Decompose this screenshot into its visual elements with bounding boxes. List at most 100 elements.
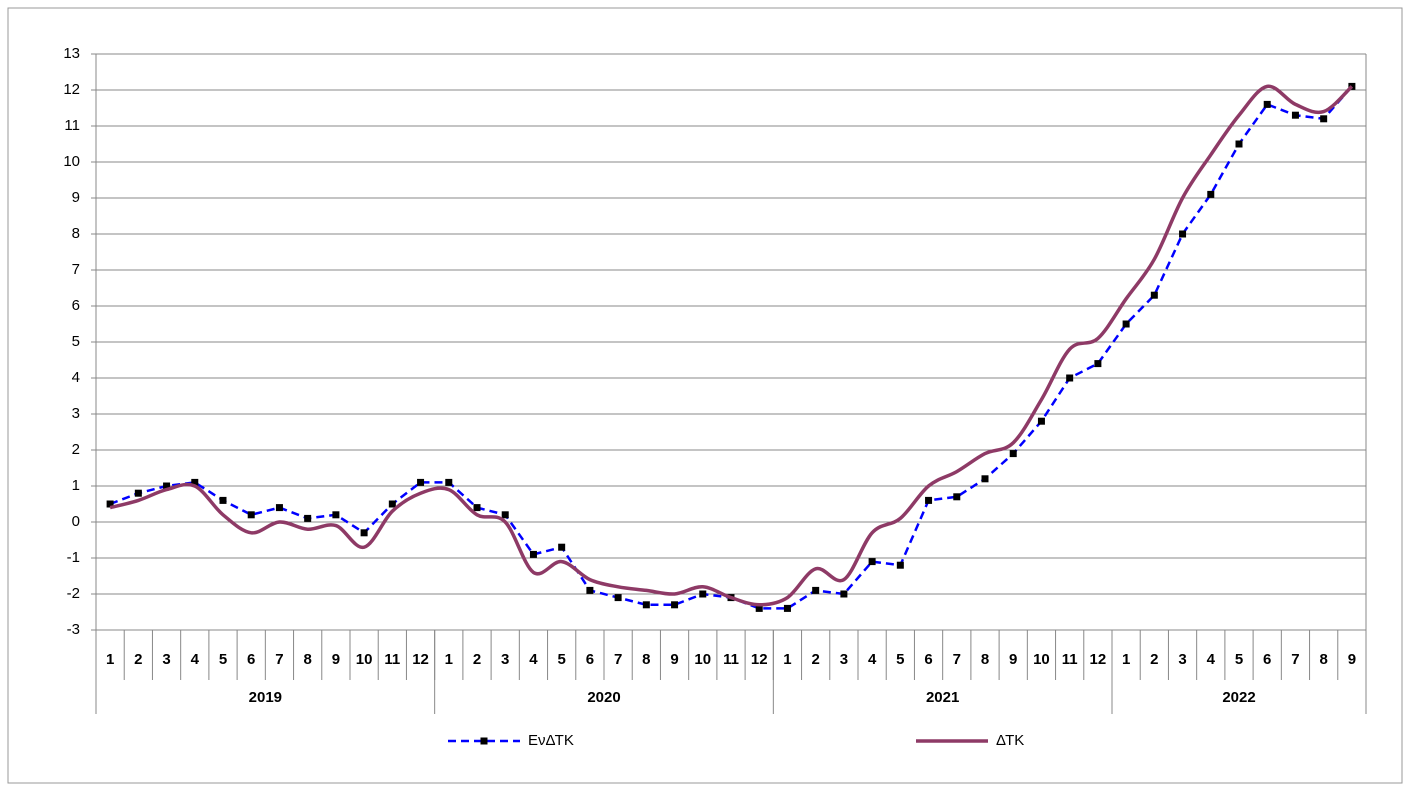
x-tick-label: 4: [191, 651, 200, 668]
x-tick-label: 11: [723, 651, 739, 668]
x-group-label: 2021: [926, 689, 959, 706]
x-group-label: 2022: [1222, 689, 1255, 706]
point-marker: [755, 604, 763, 612]
point-marker: [981, 475, 989, 483]
point-marker: [163, 482, 171, 490]
x-tick-label: 3: [162, 651, 170, 668]
x-tick-label: 1: [783, 651, 791, 668]
x-tick-label: 6: [247, 651, 255, 668]
x-tick-label: 7: [1291, 651, 1299, 668]
x-tick-label: 1: [1122, 651, 1130, 668]
point-marker: [1207, 190, 1215, 198]
point-marker: [671, 601, 679, 609]
x-tick-label: 6: [586, 651, 594, 668]
point-marker: [106, 500, 114, 508]
y-tick-label: 1: [72, 477, 80, 494]
point-marker: [275, 504, 283, 512]
x-tick-label: 4: [529, 651, 538, 668]
point-marker: [1320, 115, 1328, 123]
point-marker: [642, 601, 650, 609]
y-tick-label: 7: [72, 261, 80, 278]
point-marker: [614, 594, 622, 602]
y-tick-label: 12: [63, 81, 80, 98]
x-tick-label: 2: [1150, 651, 1158, 668]
point-marker: [783, 604, 791, 612]
y-tick-label: 3: [72, 405, 80, 422]
point-marker: [1263, 100, 1271, 108]
x-tick-label: 5: [896, 651, 904, 668]
x-tick-label: 1: [106, 651, 114, 668]
x-group-label: 2019: [249, 689, 282, 706]
point-marker: [134, 489, 142, 497]
series-line: [109, 84, 1354, 607]
x-tick-label: 8: [642, 651, 650, 668]
x-tick-label: 12: [1090, 651, 1107, 668]
x-tick-label: 10: [694, 651, 711, 668]
x-tick-label: 1: [445, 651, 453, 668]
point-marker: [1291, 111, 1299, 119]
y-tick-label: 0: [72, 513, 80, 530]
point-marker: [558, 543, 566, 551]
y-tick-label: -3: [67, 621, 80, 638]
y-tick-label: 5: [72, 333, 80, 350]
point-marker: [417, 478, 425, 486]
point-marker: [191, 478, 199, 486]
legend-marker: [480, 737, 488, 745]
y-tick-label: 10: [63, 153, 80, 170]
x-tick-label: 7: [614, 651, 622, 668]
point-marker: [1037, 417, 1045, 425]
x-tick-label: 7: [953, 651, 961, 668]
point-marker: [501, 511, 509, 519]
point-marker: [925, 496, 933, 504]
point-marker: [868, 558, 876, 566]
point-marker: [445, 478, 453, 486]
x-tick-label: 11: [1062, 651, 1078, 668]
x-tick-label: 8: [981, 651, 989, 668]
point-marker: [699, 590, 707, 598]
y-tick-label: 2: [72, 441, 80, 458]
point-marker: [332, 511, 340, 519]
point-marker: [529, 550, 537, 558]
point-marker: [388, 500, 396, 508]
point-marker: [1009, 450, 1017, 458]
y-tick-label: 11: [64, 117, 80, 134]
x-tick-label: 4: [1207, 651, 1216, 668]
point-marker: [1235, 140, 1243, 148]
point-marker: [1122, 320, 1130, 328]
point-marker: [1179, 230, 1187, 238]
x-tick-label: 10: [356, 651, 373, 668]
point-marker: [896, 561, 904, 569]
point-marker: [840, 590, 848, 598]
x-tick-label: 3: [1178, 651, 1186, 668]
point-marker: [812, 586, 820, 594]
x-tick-label: 5: [1235, 651, 1243, 668]
point-marker: [586, 586, 594, 594]
x-tick-label: 12: [751, 651, 768, 668]
x-tick-label: 11: [384, 651, 400, 668]
x-tick-label: 7: [275, 651, 283, 668]
x-group-label: 2020: [587, 689, 620, 706]
x-tick-label: 9: [1348, 651, 1356, 668]
point-marker: [360, 529, 368, 537]
x-tick-label: 8: [303, 651, 311, 668]
point-marker: [219, 496, 227, 504]
x-tick-label: 9: [1009, 651, 1017, 668]
x-tick-label: 12: [412, 651, 429, 668]
legend-label: ΕνΔΤΚ: [528, 732, 574, 749]
point-marker: [1150, 291, 1158, 299]
point-marker: [1066, 374, 1074, 382]
x-tick-label: 8: [1319, 651, 1327, 668]
chart-frame: [7, 7, 1403, 784]
point-marker: [473, 504, 481, 512]
x-tick-label: 9: [670, 651, 678, 668]
x-tick-label: 2: [134, 651, 142, 668]
y-tick-label: 8: [72, 225, 80, 242]
y-tick-label: -2: [67, 585, 80, 602]
x-tick-label: 10: [1033, 651, 1050, 668]
x-tick-label: 9: [332, 651, 340, 668]
x-tick-label: 2: [473, 651, 481, 668]
point-marker: [1094, 360, 1102, 368]
y-tick-label: 13: [63, 45, 80, 62]
y-tick-label: 9: [72, 189, 80, 206]
